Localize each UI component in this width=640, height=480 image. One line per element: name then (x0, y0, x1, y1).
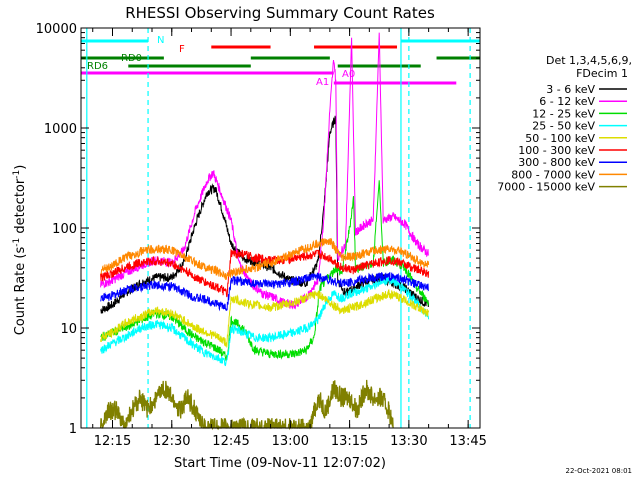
footer-date: 22-Oct-2021 08:01 (566, 467, 632, 475)
y-tick-label: 1000 (44, 122, 77, 137)
y-tick-label: 10 (60, 322, 77, 337)
x-tick-label: 13:15 (331, 434, 368, 449)
flag-bars: F RD0 RD6 N A1 A0 (81, 35, 480, 88)
chart-title: RHESSI Observing Summary Count Rates (125, 4, 435, 22)
x-tick-label: 13:45 (449, 434, 486, 449)
legend-label: 7000 - 15000 keV (497, 181, 595, 194)
series-line (100, 272, 429, 312)
x-tick-label: 12:30 (153, 434, 190, 449)
legend-label: 300 - 800 keV (518, 156, 595, 169)
flag-label: A0 (342, 69, 355, 80)
legend-header-decimation: FDecim 1 (576, 67, 628, 80)
legend-label: 50 - 100 keV (525, 132, 595, 145)
flag-label: N (157, 35, 164, 46)
legend-label: 25 - 50 keV (532, 120, 595, 133)
legend-label: 12 - 25 keV (532, 107, 595, 120)
flag-label: RD0 (121, 53, 142, 64)
series-line (100, 276, 430, 367)
series-line (100, 237, 430, 281)
y-tick-label: 100 (52, 222, 77, 237)
x-tick-label: 13:30 (390, 434, 427, 449)
flag-label: RD6 (87, 61, 108, 72)
legend-label: 100 - 300 keV (518, 144, 595, 157)
series-line (100, 289, 430, 348)
legend-header-detectors: Det 1,3,4,5,6,9, (546, 54, 632, 67)
x-tick-label: 12:45 (212, 434, 249, 449)
y-axis: 1 10 100 1000 10000 (36, 22, 480, 437)
x-axis: 12:15 12:30 12:45 13:00 13:15 13:30 13:45 (92, 28, 487, 449)
x-tick-label: 13:00 (272, 434, 309, 449)
legend-label: 3 - 6 keV (546, 83, 595, 96)
legend-label: 800 - 7000 keV (511, 168, 595, 181)
y-tick-label: 10000 (36, 22, 77, 37)
flag-label: A1 (316, 77, 329, 88)
y-axis-label: Count Rate (s-1 detector-1) (12, 165, 28, 336)
flag-label: F (179, 44, 185, 55)
x-tick-label: 12:15 (94, 434, 131, 449)
y-tick-label: 1 (69, 422, 77, 437)
legend-label: 6 - 12 keV (539, 95, 595, 108)
x-axis-label: Start Time (09-Nov-11 12:07:02) (174, 456, 386, 471)
